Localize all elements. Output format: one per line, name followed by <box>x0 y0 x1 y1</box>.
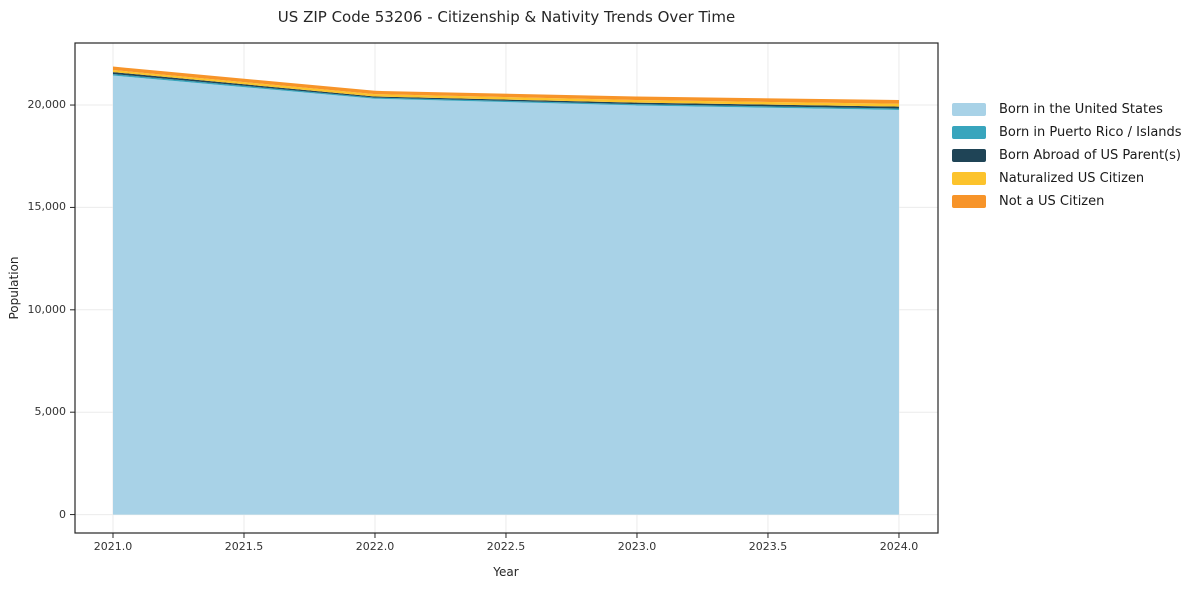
area-series-4 <box>112 66 899 104</box>
plot-border <box>74 42 939 534</box>
chart-title: US ZIP Code 53206 - Citizenship & Nativi… <box>277 8 736 26</box>
x-tick-label: 2021.5 <box>224 540 264 553</box>
legend-label: Not a US Citizen <box>999 194 1105 209</box>
area-series-0 <box>112 75 899 515</box>
y-tick-label: 15,000 <box>27 200 67 214</box>
legend-item: Born Abroad of US Parent(s) <box>952 144 1182 167</box>
x-tick-label: 2022.5 <box>486 540 526 553</box>
x-tick-label: 2021.0 <box>93 540 133 553</box>
legend-label: Naturalized US Citizen <box>999 171 1145 186</box>
legend-label: Born in the United States <box>999 102 1163 117</box>
x-axis-title: Year <box>493 565 519 579</box>
x-tick-label: 2024.0 <box>879 540 919 553</box>
legend-swatch-icon <box>952 103 986 116</box>
x-tick-label: 2023.0 <box>617 540 657 553</box>
legend-item: Not a US Citizen <box>952 190 1182 213</box>
y-tick-label: 20,000 <box>27 98 67 112</box>
area-series-3 <box>112 70 899 107</box>
y-tick-label: 10,000 <box>27 302 67 316</box>
legend-label: Born in Puerto Rico / Islands <box>999 125 1182 140</box>
legend-swatch-icon <box>952 195 986 208</box>
legend-label: Born Abroad of US Parent(s) <box>999 148 1181 163</box>
y-tick-label: 0 <box>59 507 66 521</box>
x-tick-label: 2022.0 <box>355 540 395 553</box>
legend-item: Born in the United States <box>952 98 1182 121</box>
legend-swatch-icon <box>952 126 986 139</box>
legend-swatch-icon <box>952 172 986 185</box>
legend-item: Naturalized US Citizen <box>952 167 1182 190</box>
y-tick-label: 5,000 <box>34 405 67 419</box>
legend: Born in the United States Born in Puerto … <box>952 98 1182 213</box>
legend-item: Born in Puerto Rico / Islands <box>952 121 1182 144</box>
legend-swatch-icon <box>952 149 986 162</box>
x-tick-label: 2023.5 <box>748 540 788 553</box>
